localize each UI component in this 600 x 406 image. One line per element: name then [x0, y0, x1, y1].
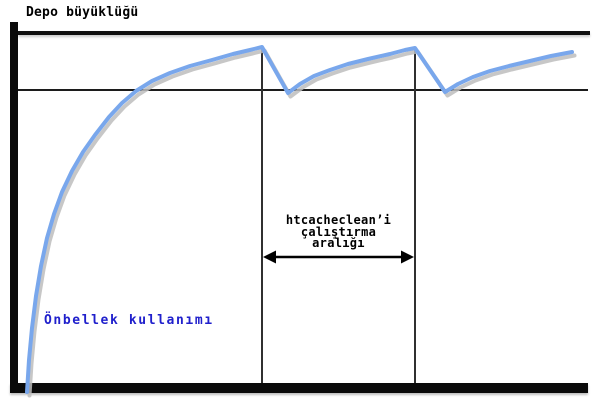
storage-limit-line [18, 31, 590, 35]
cleanup-interval-label-line2: çalıştırma [300, 224, 377, 239]
cleanup-interval-label: htcacheclean’i çalıştırma aralığı [252, 213, 425, 250]
y-axis [10, 22, 18, 393]
x-axis [10, 383, 588, 393]
usage-reference-line [18, 89, 588, 91]
cleanup-interval-label-line3: aralığı [312, 236, 365, 250]
arrow-right-head-icon [401, 250, 414, 264]
cleanup-run-line-2 [414, 48, 416, 383]
interval-range-arrow [263, 250, 414, 264]
storage-size-label: Depo büyüklüğü [26, 5, 139, 20]
cache-usage-label: Önbellek kullanımı [44, 313, 214, 328]
cleanup-run-line-1 [261, 47, 263, 383]
cache-usage-curve [25, 45, 574, 394]
cache-usage-curve-shadow [27, 48, 577, 398]
arrow-left-head-icon [263, 250, 276, 264]
cleanup-interval-label-line1: htcacheclean’i [285, 213, 392, 227]
